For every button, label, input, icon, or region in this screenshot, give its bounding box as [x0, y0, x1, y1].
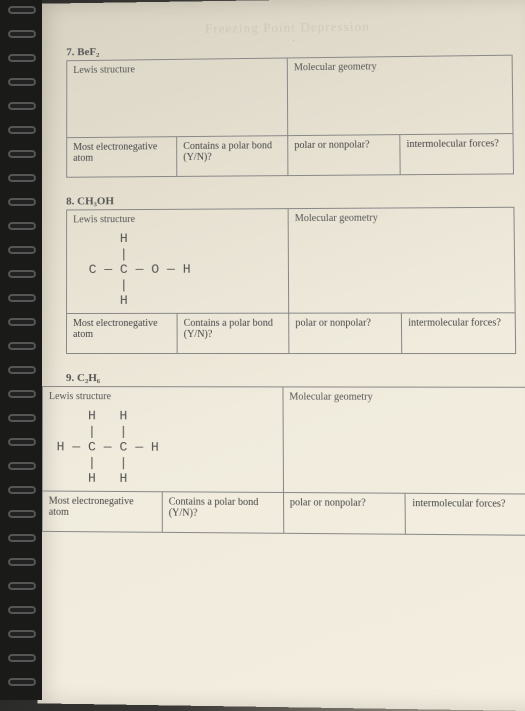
polarity-cell: polar or nonpolar? [288, 135, 400, 176]
lewis-cell: Lewis structure H H | | H — C — C — H | … [42, 386, 283, 492]
question-formula: CH₃OH [77, 195, 114, 207]
lewis-structure: H | C — C — O — H | H [73, 230, 282, 309]
question-number: 7. [66, 46, 74, 58]
molgeom-label: Molecular geometry [294, 61, 377, 73]
question-formula: BeF₂ [77, 46, 99, 58]
page-title: Freezing Point Depression [66, 17, 512, 39]
question-number: 8. [66, 196, 74, 208]
question-number: 9. [66, 372, 74, 384]
question-9-table: Lewis structure H H | | H — C — C — H | … [42, 386, 525, 536]
electroneg-cell: Most electronegative atom [66, 313, 177, 353]
imf-cell: intermolecular forces? [405, 493, 525, 535]
lewis-label: Lewis structure [49, 391, 111, 402]
question-8: 8. CH₃OH Lewis structure H | C — C — O —… [66, 193, 516, 354]
question-7-table: Lewis structure Molecular geometry Most … [66, 55, 514, 178]
imf-cell: intermolecular forces? [401, 313, 515, 354]
lewis-label: Lewis structure [73, 64, 135, 76]
question-8-label: 8. CH₃OH [66, 193, 514, 208]
lewis-structure: H H | | H — C — C — H | | H H [49, 408, 277, 488]
lewis-cell: Lewis structure H | C — C — O — H | H [67, 209, 289, 314]
polarity-cell: polar or nonpolar? [283, 492, 406, 534]
polarbond-cell: Contains a polar bond (Y/N)? [177, 136, 288, 177]
question-9: 9. C₂H₆ Lewis structure H H | | H — C — … [66, 372, 519, 536]
lewis-structure [73, 79, 281, 81]
question-7: 7. BeF₂ Lewis structure Molecular geomet… [66, 41, 514, 178]
molgeom-cell: Molecular geometry [288, 207, 515, 313]
spiral-binding [0, 0, 42, 700]
lewis-label: Lewis structure [73, 214, 135, 225]
imf-cell: intermolecular forces? [400, 134, 514, 175]
molgeom-cell: Molecular geometry [287, 55, 513, 135]
molgeom-cell: Molecular geometry [283, 387, 525, 494]
polarbond-cell: Contains a polar bond (Y/N)? [162, 492, 283, 534]
electroneg-cell: Most electronegative atom [42, 491, 162, 532]
electroneg-cell: Most electronegative atom [67, 137, 177, 178]
question-9-label: 9. C₂H₆ [66, 372, 517, 385]
worksheet-page: Freezing Point Depression 7. BeF₂ Lewis … [37, 0, 525, 711]
molgeom-label: Molecular geometry [289, 391, 373, 402]
question-8-table: Lewis structure H | C — C — O — H | H Mo… [66, 207, 516, 354]
polarbond-cell: Contains a polar bond (Y/N)? [177, 313, 289, 353]
question-formula: C₂H₆ [77, 372, 100, 384]
polarity-cell: polar or nonpolar? [289, 313, 402, 354]
lewis-cell: Lewis structure [67, 58, 288, 138]
molgeom-label: Molecular geometry [295, 213, 378, 225]
